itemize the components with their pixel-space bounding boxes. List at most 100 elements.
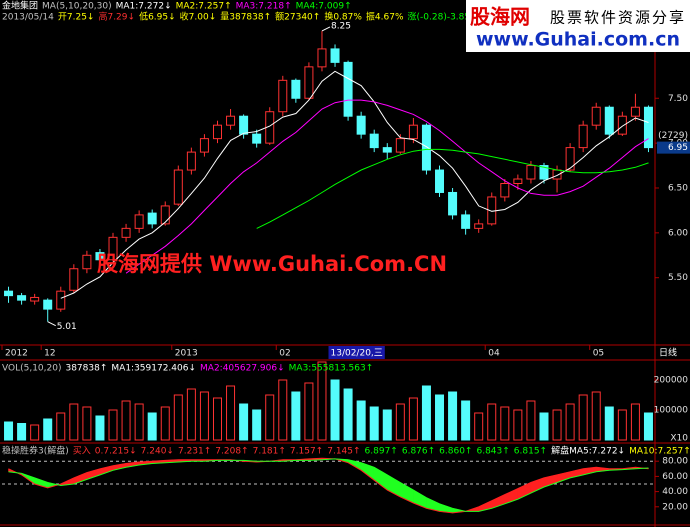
header-text: 开7.25↓ — [58, 12, 95, 23]
header-text: 量387838↑ — [220, 12, 271, 23]
header-text: 6.815↑ — [514, 447, 547, 457]
annotation: 5.01 — [57, 322, 77, 332]
volume-bar — [591, 391, 601, 441]
volume-bar — [330, 379, 340, 441]
header-text: 7.145↑ — [327, 447, 360, 457]
x-tick-label: 2012 — [5, 349, 28, 359]
y-tick-label: 100000 — [654, 406, 689, 416]
annotation-pointer — [47, 321, 56, 327]
header-text: 7.240↓ — [141, 447, 174, 457]
header-text: 7.231↑ — [178, 447, 211, 457]
header-text: 7.157↑ — [290, 447, 323, 457]
volume-bar — [552, 409, 562, 441]
logo-subtitle: 股票软件资源分享 — [550, 9, 686, 27]
candle-body — [278, 79, 288, 113]
candle-body — [421, 124, 431, 171]
candle-body — [239, 115, 249, 135]
candle-body — [304, 66, 314, 99]
header-text: 金地集团 — [2, 0, 38, 12]
candle-body — [30, 296, 40, 302]
candle-body — [539, 165, 549, 180]
candle-body — [474, 223, 484, 229]
volume-bar — [69, 403, 79, 441]
candle-body — [356, 115, 366, 135]
header-text: 7.181↑ — [253, 447, 286, 457]
candle-body — [160, 205, 170, 225]
logo-title: 股海网 — [470, 5, 530, 29]
volume-bar — [304, 382, 314, 441]
candle-body — [56, 290, 66, 310]
volume-bar — [461, 400, 471, 441]
x-tick-label: 02 — [279, 349, 290, 359]
candle-body — [526, 165, 536, 180]
price-tag-value: 6.95 — [668, 143, 688, 153]
header-text: 解盘MA5:7.272↓ — [551, 445, 625, 457]
header-text: VOL(5,10,20) — [2, 364, 61, 374]
volume-bar — [265, 394, 275, 441]
header-text: 0.7.215↓ — [95, 447, 137, 457]
volume-bar — [199, 391, 209, 441]
volume-bar — [17, 423, 27, 441]
header-text: 换0.87% — [324, 11, 362, 23]
volume-bar — [317, 361, 327, 441]
header-text: 2013/05/14 — [2, 13, 54, 23]
header-text: 低6.95↓ — [139, 11, 176, 23]
header-text: MA1:7.272↓ — [116, 2, 172, 12]
header-text: 7.208↑ — [215, 447, 248, 457]
volume-bar — [121, 400, 131, 441]
header-text: 买入 — [73, 446, 91, 457]
candle-body — [435, 169, 445, 193]
candle-body — [369, 133, 379, 149]
header-text: 涨(-0.28)-3.85% — [408, 12, 480, 23]
candle-body — [408, 124, 418, 140]
annotation: 8.25 — [331, 21, 351, 31]
volume-bar — [356, 400, 366, 441]
volume-bar — [43, 418, 53, 441]
candle-body — [173, 169, 183, 205]
y-tick-label: 60.00 — [662, 472, 688, 482]
volume-bar — [239, 403, 249, 441]
unit-label: X10 — [670, 434, 688, 444]
candle-body — [643, 106, 653, 149]
candle-body — [17, 295, 27, 301]
x-tick-label: 13/02/20,三 — [331, 349, 383, 359]
watermark: 股海网提供 Www.Guhai.Com.CN — [97, 252, 447, 276]
volume-bar — [343, 388, 353, 441]
candle-body — [630, 106, 640, 117]
volume-bar — [630, 403, 640, 441]
volume-bar — [147, 412, 157, 441]
candle-body — [461, 214, 471, 229]
header-text: MA3:7.218↑ — [236, 2, 292, 12]
y-tick-label: 7.50 — [668, 94, 688, 104]
candle-body — [95, 252, 105, 261]
header-text: 高7.29↓ — [98, 11, 135, 23]
y-tick-label: 200000 — [654, 376, 689, 386]
header-text: MA10:7.257↑ — [629, 447, 690, 457]
candle-body — [591, 106, 601, 126]
price-tag-label: (2729) — [658, 131, 688, 141]
candle-body — [578, 124, 588, 149]
volume-bar — [56, 412, 66, 441]
indicator-line — [8, 458, 649, 512]
candle-body — [226, 115, 236, 126]
volume-bar — [565, 403, 575, 441]
candle-body — [317, 48, 327, 68]
logo-background — [466, 0, 690, 52]
candle-body — [513, 178, 523, 184]
volume-bar — [643, 412, 653, 441]
x-tick-label: 12 — [44, 349, 55, 359]
volume-bar — [82, 406, 92, 441]
volume-bar — [382, 409, 392, 441]
volume-bar — [186, 388, 196, 441]
plot-layer: 5.506.006.507.007.5020121220130213/02/20… — [1, 0, 690, 514]
volume-bar — [474, 412, 484, 441]
period-label: 日线 — [659, 347, 677, 359]
volume-bar — [435, 394, 445, 441]
volume-bar — [500, 406, 510, 441]
y-tick-label: 40.00 — [662, 487, 688, 497]
x-tick-label: 2013 — [175, 349, 198, 359]
logo-url: www.Guhai.com.cn — [476, 29, 680, 51]
volume-bar — [408, 397, 418, 441]
y-tick-label: 80.00 — [662, 457, 688, 467]
